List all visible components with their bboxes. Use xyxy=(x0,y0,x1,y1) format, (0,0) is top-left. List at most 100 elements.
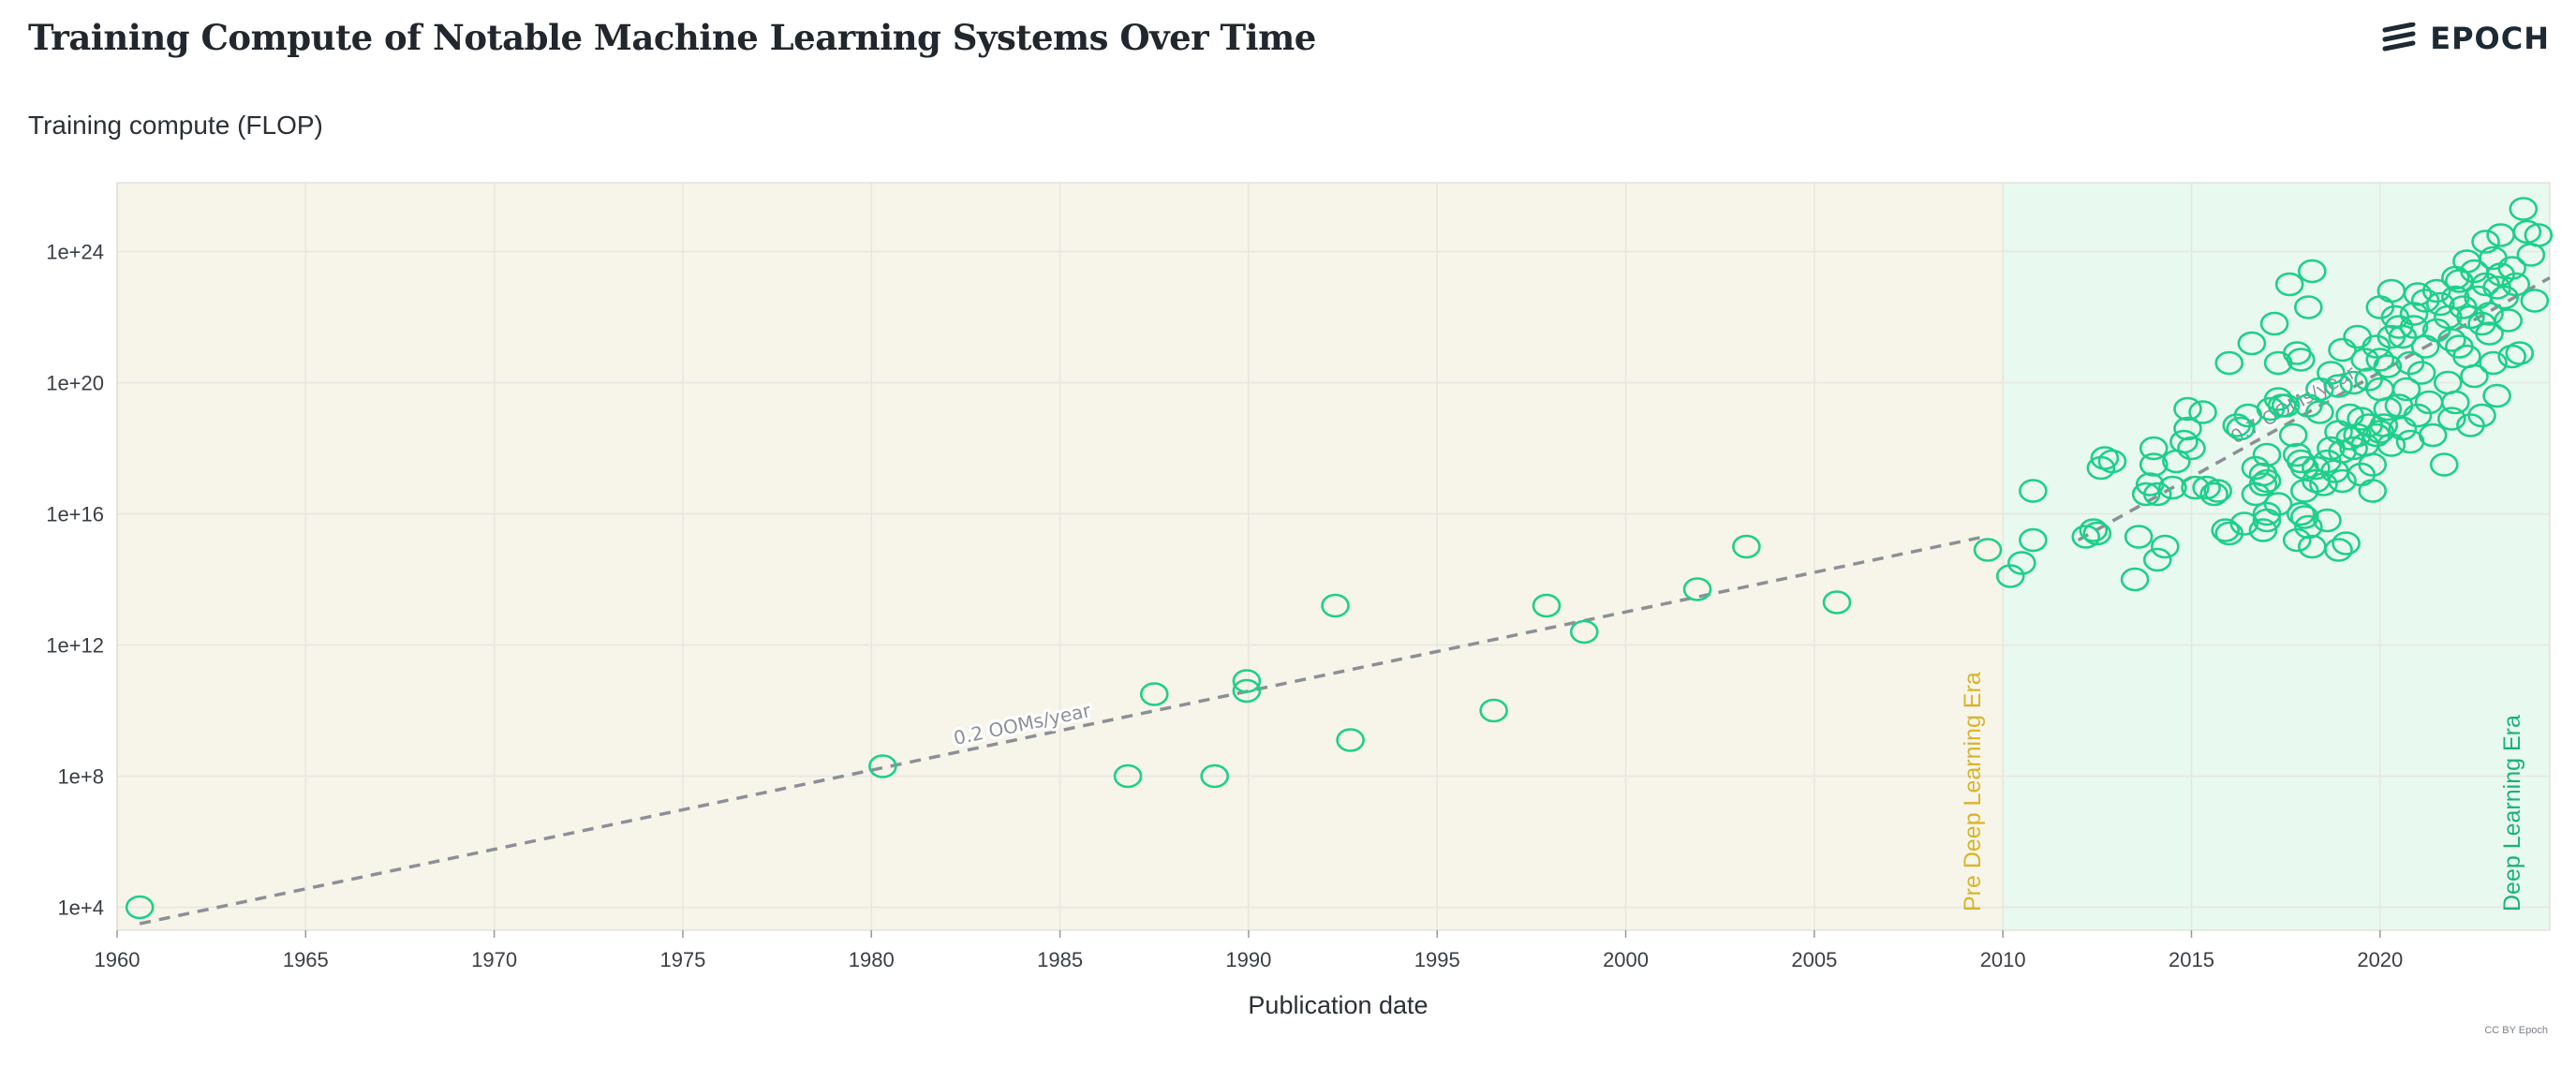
data-point xyxy=(2097,449,2127,474)
data-point xyxy=(2403,403,2433,428)
y-axis-title: Training compute (FLOP) xyxy=(28,111,323,140)
data-point xyxy=(2214,350,2244,376)
data-point xyxy=(2294,295,2323,319)
data-point xyxy=(2388,324,2418,349)
x-tick-label: 2020 xyxy=(2357,948,2403,971)
data-point xyxy=(2324,374,2353,398)
data-point xyxy=(2286,501,2316,526)
data-point xyxy=(2317,361,2346,385)
x-tick-label: 1970 xyxy=(471,948,517,971)
chart-title: Training Compute of Notable Machine Lear… xyxy=(28,17,1316,58)
data-point xyxy=(2294,514,2323,540)
data-point xyxy=(2388,416,2418,441)
gridlines xyxy=(116,183,2550,930)
data-point xyxy=(2429,452,2459,477)
data-point xyxy=(2437,407,2466,431)
data-point xyxy=(2332,531,2361,556)
data-point xyxy=(2441,265,2470,290)
data-point xyxy=(2019,479,2048,503)
data-point xyxy=(1321,593,1350,618)
data-point xyxy=(2019,527,2048,553)
data-point xyxy=(1232,678,1262,704)
data-point xyxy=(2131,482,2161,507)
data-point xyxy=(2259,311,2289,336)
data-point xyxy=(2509,197,2539,221)
data-point xyxy=(2479,350,2508,376)
era-labels: Pre Deep Learning Era Deep Learning Era xyxy=(1960,672,2525,911)
data-point xyxy=(2274,272,2304,297)
data-point xyxy=(2373,396,2403,422)
data-point xyxy=(2460,363,2489,389)
data-point xyxy=(2071,525,2101,549)
x-tick-label: 1995 xyxy=(1414,948,1460,971)
x-tick-label: 2000 xyxy=(1603,948,1649,971)
y-axis-ticks: 1e+4 1e+8 1e+12 1e+16 1e+20 1e+24 xyxy=(46,241,104,920)
data-point xyxy=(1822,590,1852,615)
data-point xyxy=(2173,396,2202,422)
data-point xyxy=(2490,285,2519,310)
data-point xyxy=(2505,341,2535,365)
y-tick-label: 1e+8 xyxy=(57,765,104,789)
data-point xyxy=(2286,348,2316,372)
data-point xyxy=(2403,282,2433,306)
y-tick-label: 1e+24 xyxy=(46,241,104,264)
data-point xyxy=(2313,508,2342,533)
data-point xyxy=(2437,328,2466,352)
data-point xyxy=(2120,567,2150,592)
data-point xyxy=(1682,577,1712,601)
data-point xyxy=(1569,619,1599,645)
data-point xyxy=(2199,482,2228,507)
x-tick-label: 1990 xyxy=(1225,948,1271,971)
y-tick-label: 1e+16 xyxy=(46,503,104,526)
epoch-logo-icon xyxy=(2382,22,2416,52)
data-point xyxy=(2467,403,2496,428)
data-point xyxy=(2177,436,2206,461)
data-point xyxy=(125,895,155,920)
data-point xyxy=(2482,383,2511,408)
data-point xyxy=(2142,547,2172,572)
epoch-logo[interactable]: EPOCH xyxy=(2381,21,2550,56)
data-point xyxy=(2305,400,2334,424)
data-point xyxy=(2425,291,2455,317)
data-point xyxy=(1532,593,1562,618)
data-point xyxy=(1732,534,1761,559)
data-point xyxy=(1232,669,1262,693)
data-point xyxy=(1995,564,2025,588)
y-tick-label: 1e+12 xyxy=(46,634,104,658)
data-point xyxy=(1200,763,1229,789)
data-point xyxy=(2158,475,2187,500)
data-point xyxy=(2373,354,2403,378)
data-point xyxy=(2263,492,2293,516)
data-point xyxy=(2139,452,2169,477)
data-point xyxy=(2418,422,2448,448)
data-point xyxy=(1113,763,1143,789)
data-point xyxy=(2339,370,2368,395)
plot-frame xyxy=(116,182,2551,931)
trend-line xyxy=(2077,275,2551,542)
x-axis-title: Publication date xyxy=(1248,991,1428,1019)
data-point xyxy=(2289,505,2319,529)
data-point xyxy=(2358,479,2388,503)
data-point xyxy=(2520,289,2550,313)
y-tick-label: 1e+4 xyxy=(57,897,104,920)
x-tick-label: 1980 xyxy=(849,948,895,971)
data-point xyxy=(1336,728,1365,752)
data-point xyxy=(2252,442,2282,467)
x-tick-label: 1975 xyxy=(659,948,705,971)
x-tick-label: 2015 xyxy=(2169,948,2214,971)
data-point xyxy=(2241,455,2271,481)
data-point xyxy=(2339,436,2368,461)
data-point xyxy=(2271,393,2301,418)
data-point xyxy=(2512,219,2542,245)
data-point xyxy=(1139,682,1169,706)
data-point xyxy=(2139,436,2169,461)
data-point xyxy=(2324,538,2353,562)
data-point xyxy=(2211,518,2241,542)
data-point xyxy=(2479,245,2508,271)
x-tick-label: 2010 xyxy=(1980,948,2026,971)
data-point xyxy=(2082,521,2112,546)
data-point xyxy=(2475,302,2504,326)
data-point xyxy=(2124,525,2154,549)
data-point xyxy=(2173,416,2202,441)
